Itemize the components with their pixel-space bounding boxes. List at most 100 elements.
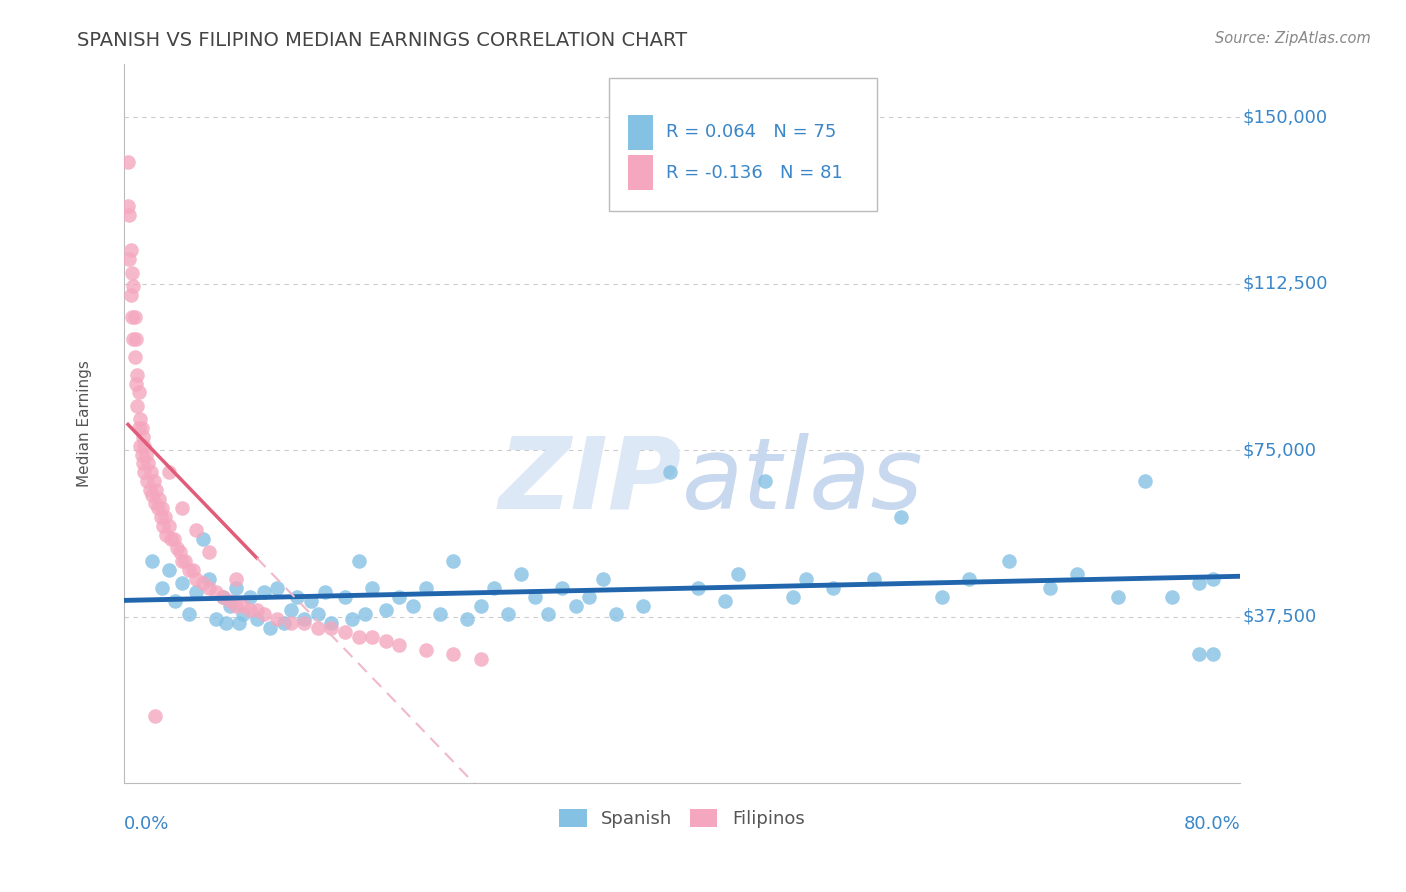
Point xyxy=(890,509,912,524)
Point xyxy=(152,518,174,533)
Text: $150,000: $150,000 xyxy=(1243,108,1327,127)
Point xyxy=(1107,590,1129,604)
Point xyxy=(191,576,214,591)
Point xyxy=(794,572,817,586)
Point xyxy=(124,350,146,364)
Text: $37,500: $37,500 xyxy=(1243,607,1316,625)
Point xyxy=(149,509,172,524)
Point xyxy=(280,616,302,631)
Point xyxy=(117,154,139,169)
Point xyxy=(132,430,155,444)
Point xyxy=(1133,475,1156,489)
Point xyxy=(120,288,142,302)
Point xyxy=(157,518,180,533)
Point xyxy=(1202,648,1225,662)
Point xyxy=(686,581,709,595)
Point xyxy=(157,563,180,577)
Point xyxy=(163,532,186,546)
Text: $112,500: $112,500 xyxy=(1243,275,1327,293)
Point xyxy=(232,607,254,622)
Point xyxy=(1188,576,1211,591)
Point xyxy=(136,457,159,471)
Point xyxy=(537,607,560,622)
Point xyxy=(129,412,152,426)
Point xyxy=(181,563,204,577)
Point xyxy=(124,310,146,324)
Point xyxy=(388,639,411,653)
Point xyxy=(551,581,574,595)
Point xyxy=(212,590,235,604)
Point xyxy=(333,590,356,604)
Point xyxy=(153,509,176,524)
Point xyxy=(273,616,295,631)
Point xyxy=(239,603,262,617)
Point xyxy=(172,500,194,515)
Point xyxy=(415,581,437,595)
Point xyxy=(142,475,165,489)
Point xyxy=(605,607,627,622)
Point xyxy=(823,581,845,595)
Point xyxy=(321,616,343,631)
Point xyxy=(150,581,173,595)
Point xyxy=(246,603,269,617)
Point xyxy=(252,585,274,599)
Point xyxy=(299,594,322,608)
Point xyxy=(225,572,247,586)
Point xyxy=(415,643,437,657)
Point xyxy=(252,607,274,622)
Text: 80.0%: 80.0% xyxy=(1184,815,1240,833)
Point xyxy=(212,590,235,604)
Point xyxy=(205,585,228,599)
Point xyxy=(388,590,411,604)
Point xyxy=(174,554,197,568)
Point xyxy=(456,612,478,626)
Point xyxy=(157,466,180,480)
Point xyxy=(659,466,682,480)
Point xyxy=(266,581,288,595)
Point xyxy=(141,554,163,568)
Point xyxy=(118,252,141,267)
Point xyxy=(120,244,142,258)
Point xyxy=(470,599,492,613)
Point xyxy=(354,607,377,622)
Point xyxy=(523,590,546,604)
Point xyxy=(347,554,370,568)
Point xyxy=(218,599,240,613)
Point xyxy=(138,483,160,497)
Point xyxy=(134,466,156,480)
Text: 0.0%: 0.0% xyxy=(124,815,169,833)
Point xyxy=(1039,581,1062,595)
Point xyxy=(198,572,221,586)
Point xyxy=(266,612,288,626)
Point xyxy=(1161,590,1184,604)
Point xyxy=(165,594,187,608)
Text: R = -0.136   N = 81: R = -0.136 N = 81 xyxy=(666,163,844,182)
Point xyxy=(564,599,586,613)
FancyBboxPatch shape xyxy=(609,78,877,211)
Text: R = 0.064   N = 75: R = 0.064 N = 75 xyxy=(666,123,837,141)
Point xyxy=(727,567,749,582)
Point xyxy=(125,332,148,346)
Point xyxy=(957,572,980,586)
Point xyxy=(754,475,776,489)
Point xyxy=(127,399,149,413)
Point xyxy=(307,607,329,622)
Point xyxy=(150,500,173,515)
Point xyxy=(280,603,302,617)
Point xyxy=(510,567,533,582)
Point xyxy=(131,421,153,435)
Point xyxy=(374,634,396,648)
Point xyxy=(496,607,519,622)
Point xyxy=(177,607,200,622)
Point xyxy=(118,208,141,222)
Bar xyxy=(628,115,652,150)
Point xyxy=(361,630,384,644)
Point xyxy=(143,709,166,723)
Point xyxy=(131,448,153,462)
Point xyxy=(166,541,188,555)
Legend: Spanish, Filipinos: Spanish, Filipinos xyxy=(553,801,811,835)
Text: Source: ZipAtlas.com: Source: ZipAtlas.com xyxy=(1215,31,1371,46)
Point xyxy=(239,590,262,604)
Point xyxy=(141,487,163,501)
Point xyxy=(125,376,148,391)
